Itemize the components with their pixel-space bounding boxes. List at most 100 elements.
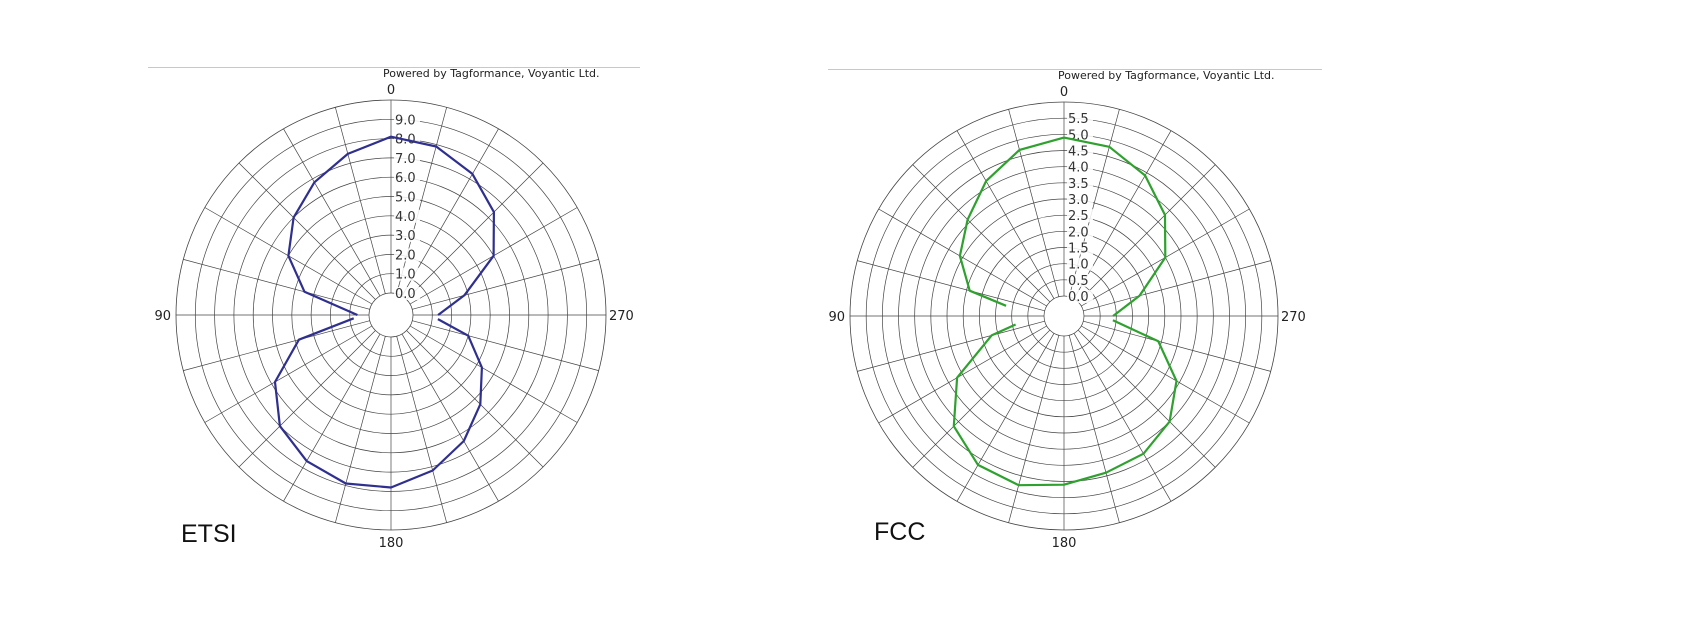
grid-spoke (1008, 335, 1060, 523)
polar-grid (849, 101, 1279, 531)
grid-spoke (878, 325, 1047, 424)
grid-spoke (409, 325, 578, 423)
radial-tick-label: 1.0 (395, 268, 416, 283)
radial-tick-label: 6.0 (395, 171, 416, 186)
grid-spoke (1077, 329, 1216, 468)
angle-label: 270 (609, 309, 634, 324)
tick-label-backdrop (394, 248, 420, 262)
radial-tick-label: 0.5 (1068, 274, 1089, 289)
radial-tick-label: 4.5 (1068, 145, 1089, 160)
grid-spoke (396, 336, 447, 523)
grid-spoke (412, 320, 599, 371)
tick-label-backdrop (394, 190, 420, 204)
chart-top-border (828, 69, 1322, 70)
tick-label-backdrop (1067, 290, 1093, 303)
grid-spoke (183, 320, 370, 371)
radial-tick-label: 5.0 (395, 191, 416, 206)
radial-tick-label: 0.0 (1068, 290, 1089, 305)
angle-label: 90 (828, 310, 845, 325)
polar-grid (175, 99, 607, 531)
tick-label-backdrop (394, 151, 420, 165)
angle-label: 180 (1052, 536, 1077, 551)
tick-label-backdrop (1067, 144, 1093, 158)
grid-spoke (956, 333, 1055, 502)
radial-tick-label: 0.0 (395, 287, 416, 302)
tick-label-backdrop (1067, 241, 1093, 255)
grid-spoke (956, 130, 1055, 299)
radial-tick-label: 2.5 (1068, 209, 1089, 224)
grid-spoke (1077, 164, 1216, 303)
tick-label-backdrop (1067, 257, 1093, 271)
grid-spoke (912, 329, 1051, 468)
tick-label-backdrop (394, 267, 420, 281)
grid-spoke (1068, 335, 1120, 523)
grid-spoke (1008, 109, 1060, 297)
grid-spoke (1073, 130, 1172, 299)
tick-label-backdrop (1067, 225, 1093, 239)
radial-tick-label: 3.0 (395, 229, 416, 244)
radial-tick-label: 3.0 (1068, 193, 1089, 208)
fcc-polar-plot: 0.00.51.01.52.02.53.03.54.04.55.05.50901… (828, 85, 1306, 551)
grid-spoke (406, 162, 544, 300)
chart-top-border (148, 67, 640, 68)
angle-label: 270 (1281, 310, 1306, 325)
grid-spoke (183, 259, 370, 310)
grid-spoke (238, 162, 376, 300)
tick-label-backdrop (1067, 160, 1093, 174)
grid-spoke (857, 320, 1045, 372)
angle-label: 0 (387, 83, 395, 98)
etsi-chart-panel: Powered by Tagformance, Voyantic Ltd. 0.… (148, 67, 640, 551)
fcc-chart-panel: Powered by Tagformance, Voyantic Ltd. 0.… (828, 0, 1696, 625)
grid-spoke (912, 164, 1051, 303)
radiation-pattern-line (958, 136, 1167, 317)
tick-label-backdrop (1067, 273, 1093, 287)
angle-label: 180 (379, 536, 404, 551)
grid-spoke (283, 333, 381, 502)
radial-tick-label: 3.5 (1068, 177, 1089, 192)
grid-spoke (238, 330, 376, 468)
radial-tick-label: 2.0 (395, 248, 416, 263)
tick-label-backdrop (394, 287, 420, 300)
tick-label-backdrop (1067, 193, 1093, 206)
grid-spoke (1083, 260, 1271, 312)
angle-label: 90 (154, 309, 171, 324)
tick-label-backdrop (1067, 209, 1093, 223)
grid-spoke (857, 260, 1045, 312)
tick-label-backdrop (1067, 176, 1093, 190)
grid-spoke (1073, 333, 1172, 502)
grid-spoke (401, 333, 499, 502)
angle-label: 0 (1060, 85, 1068, 100)
tick-label-backdrop (1067, 128, 1093, 142)
radial-tick-label: 1.0 (1068, 258, 1089, 273)
grid-spoke (1083, 320, 1271, 372)
tick-label-backdrop (394, 171, 420, 185)
radial-tick-label: 9.0 (395, 113, 416, 128)
radial-tick-label: 4.0 (395, 210, 416, 225)
powered-by-credit: Powered by Tagformance, Voyantic Ltd. (383, 67, 600, 80)
grid-spoke (283, 128, 381, 297)
radiation-pattern-line (273, 317, 483, 489)
grid-spoke (335, 336, 386, 523)
grid-spoke (878, 208, 1047, 307)
radiation-pattern-line (952, 319, 1178, 487)
chart-title: FCC (874, 518, 926, 546)
tick-label-backdrop (394, 113, 420, 127)
radial-tick-label: 7.0 (395, 152, 416, 167)
chart-title: ETSI (181, 520, 237, 548)
tick-label-backdrop (394, 229, 420, 243)
grid-spoke (406, 330, 544, 468)
radial-tick-label: 1.5 (1068, 242, 1089, 257)
radial-tick-label: 2.0 (1068, 225, 1089, 240)
tick-label-backdrop (394, 209, 420, 223)
radiation-pattern-line (287, 135, 495, 317)
grid-spoke (204, 325, 373, 423)
grid-spoke (335, 107, 386, 294)
powered-by-credit: Powered by Tagformance, Voyantic Ltd. (1058, 69, 1275, 82)
grid-spoke (412, 259, 599, 310)
radial-tick-label: 5.5 (1068, 112, 1089, 127)
grid-spoke (396, 107, 447, 294)
grid-spoke (1081, 325, 1250, 424)
radial-tick-label: 4.0 (1068, 161, 1089, 176)
tick-label-backdrop (1067, 112, 1093, 126)
